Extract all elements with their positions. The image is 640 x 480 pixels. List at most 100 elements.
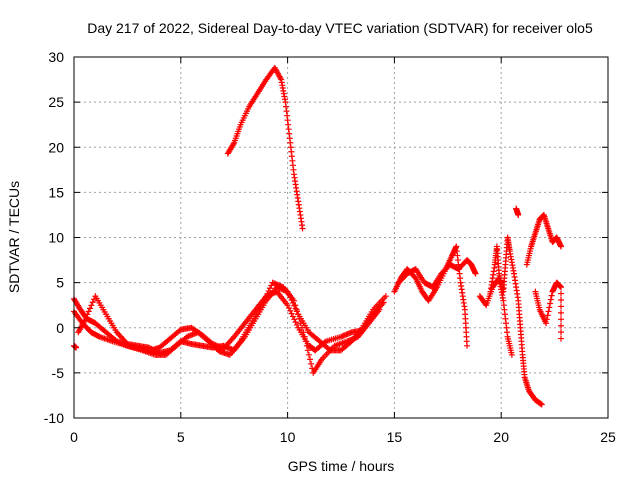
- data-point-marker: [307, 356, 314, 363]
- data-point-marker: [515, 211, 522, 218]
- y-tick-label: 20: [48, 139, 64, 155]
- data-point-marker: [291, 302, 298, 309]
- data-point-marker: [152, 347, 159, 354]
- data-point-marker: [544, 312, 551, 319]
- data-point-marker: [288, 310, 295, 317]
- data-point-marker: [83, 314, 90, 321]
- data-point-marker: [81, 317, 88, 324]
- data-point-marker: [347, 339, 354, 346]
- series-trace-f: [391, 243, 471, 349]
- data-point-marker: [305, 351, 312, 358]
- data-point-marker: [558, 316, 565, 323]
- y-tick-label: 10: [48, 230, 64, 246]
- series-trace-e: [224, 64, 306, 232]
- data-point-marker: [289, 299, 296, 306]
- data-point-marker: [308, 360, 315, 367]
- series-trace-h: [487, 234, 545, 408]
- x-tick-label: 0: [70, 429, 78, 445]
- x-tick-label: 10: [280, 429, 296, 445]
- series-trace-i: [513, 205, 522, 218]
- grid-lines: [74, 57, 608, 418]
- y-tick-label: 25: [48, 94, 64, 110]
- data-point-marker: [558, 329, 565, 336]
- data-point-marker: [547, 296, 554, 303]
- data-point-marker: [87, 305, 94, 312]
- data-point-marker: [289, 313, 296, 320]
- data-point-marker: [548, 292, 555, 299]
- data-point-marker: [288, 297, 295, 304]
- data-point-marker: [303, 342, 310, 349]
- data-point-marker: [265, 288, 272, 295]
- data-point-marker: [148, 345, 155, 352]
- series-trace-j: [523, 211, 565, 268]
- data-point-marker: [285, 305, 292, 312]
- data-point-marker: [176, 327, 183, 334]
- data-point-marker: [285, 291, 292, 298]
- x-tick-label: 5: [177, 429, 185, 445]
- data-point-marker: [545, 308, 552, 315]
- data-point-marker: [291, 316, 298, 323]
- data-point-marker: [287, 307, 294, 314]
- data-point-marker: [299, 225, 306, 232]
- data-point-marker: [89, 299, 96, 306]
- series-trace-l: [476, 275, 515, 358]
- y-axis-ticks: -10 -5 0 5 10 15 20 25 30: [44, 49, 608, 426]
- data-point-marker: [382, 293, 389, 300]
- data-point-marker: [558, 243, 565, 250]
- data-point-marker: [547, 300, 554, 307]
- data-point-marker: [293, 321, 300, 328]
- data-point-marker: [508, 351, 515, 358]
- data-point-marker: [543, 320, 550, 327]
- data-point-marker: [558, 322, 565, 329]
- data-point-marker: [300, 329, 307, 336]
- data-points: [71, 64, 565, 408]
- series-trace-d: [71, 342, 80, 351]
- data-point-marker: [153, 348, 160, 355]
- data-point-marker: [293, 308, 300, 315]
- chart-title: Day 217 of 2022, Sidereal Day-to-day VTE…: [87, 20, 593, 36]
- data-point-marker: [558, 296, 565, 303]
- y-tick-label: -5: [52, 365, 65, 381]
- data-point-marker: [149, 346, 156, 353]
- series-trace-k: [532, 279, 565, 342]
- x-tick-label: 25: [600, 429, 616, 445]
- data-point-marker: [302, 338, 309, 345]
- data-point-marker: [543, 316, 550, 323]
- data-point-marker: [325, 346, 332, 353]
- y-tick-label: 30: [48, 49, 64, 65]
- y-axis-label: SDTVAR / TECUs: [6, 181, 22, 293]
- data-point-marker: [292, 319, 299, 326]
- data-point-marker: [230, 141, 237, 148]
- x-tick-label: 15: [387, 429, 403, 445]
- x-axis-ticks: 0 5 10 15 20 25: [70, 57, 616, 445]
- data-point-marker: [538, 401, 545, 408]
- data-point-marker: [301, 333, 308, 340]
- data-point-marker: [266, 285, 273, 292]
- data-point-marker: [558, 284, 565, 291]
- data-point-marker: [284, 302, 291, 309]
- data-point-marker: [558, 303, 565, 310]
- data-point-marker: [284, 288, 291, 295]
- data-point-marker: [84, 311, 91, 318]
- x-axis-label: GPS time / hours: [288, 458, 395, 474]
- y-tick-label: -10: [44, 410, 64, 426]
- data-point-marker: [147, 345, 154, 352]
- data-point-marker: [558, 335, 565, 342]
- series-trace-g: [395, 257, 479, 291]
- y-tick-label: 5: [56, 275, 64, 291]
- data-point-marker: [464, 342, 471, 349]
- data-point-marker: [472, 270, 479, 277]
- data-point-marker: [145, 344, 152, 351]
- data-point-marker: [558, 290, 565, 297]
- data-point-marker: [85, 308, 92, 315]
- data-point-marker: [376, 306, 383, 313]
- data-point-marker: [292, 305, 299, 312]
- x-tick-label: 20: [493, 429, 509, 445]
- data-point-marker: [304, 347, 311, 354]
- data-point-marker: [151, 347, 158, 354]
- data-point-marker: [91, 296, 98, 303]
- data-point-marker: [546, 304, 553, 311]
- data-point-marker: [88, 302, 95, 309]
- series-trace-c: [75, 284, 389, 357]
